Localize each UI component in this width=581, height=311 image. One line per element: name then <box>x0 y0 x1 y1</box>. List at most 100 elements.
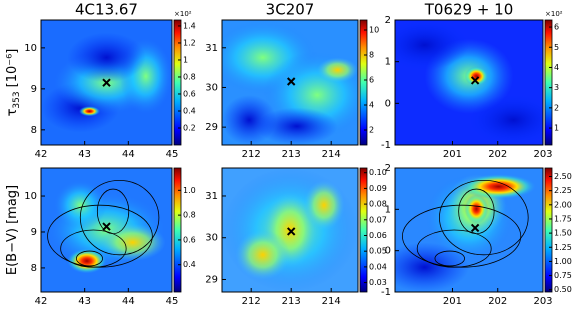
heatmap-image <box>395 20 543 145</box>
colorbar-tick-label: 5 <box>554 43 559 52</box>
y-tick-label: 8 <box>31 125 37 136</box>
x-tick-label: 42 <box>35 296 48 307</box>
panel: 201 202 203 -1 0 1 2 1 2 3 4 5 6 ×10² T0629 + 10 <box>381 1 563 161</box>
colorbar-tick-label: 4 <box>369 101 374 110</box>
y-axis-label: E(B−V) [mag] <box>5 185 20 275</box>
panel: 212 213 214 29 30 31 0.03 0.04 0.05 0.06 0.07 0.08 0… <box>205 167 387 307</box>
y-axis-label-main: τ <box>5 108 20 116</box>
position-marker <box>470 223 480 233</box>
x-tick-label: 214 <box>322 149 341 160</box>
heatmap-blob <box>54 180 107 230</box>
position-marker <box>470 76 480 85</box>
heatmap-blob <box>235 230 290 280</box>
colorbar <box>544 167 553 293</box>
panel: 201 202 203 -1 0 1 2 0.50 0.75 1.00 1.25 1.50 1.75 2.… <box>381 163 572 307</box>
contour <box>416 229 492 268</box>
colorbar-tick-label: 1.25 <box>554 243 572 252</box>
contour <box>60 229 127 268</box>
colorbar-tick-label: 1.4 <box>183 21 196 30</box>
position-marker <box>286 227 296 236</box>
plot-frame <box>394 167 544 293</box>
colorbar-offset: ×10² <box>174 10 192 18</box>
x-tick-label: 213 <box>282 149 301 160</box>
x-tick-label: 203 <box>533 149 552 160</box>
plot-frame <box>221 167 359 293</box>
colorbar-tick-label: 0.8 <box>183 72 196 81</box>
y-tick-label: -1 <box>381 287 391 298</box>
panel-title: T0629 + 10 <box>424 1 514 19</box>
colorbar-tick-label: 0.06 <box>369 231 387 240</box>
x-tick-label: 202 <box>488 149 507 160</box>
heatmap-blob <box>395 20 469 70</box>
colorbar-tick-label: 1 <box>554 124 559 133</box>
contour <box>458 188 495 235</box>
y-tick-label: 10 <box>24 43 37 54</box>
colorbar-tick-label: 0.05 <box>369 247 387 256</box>
x-tick-label: 42 <box>35 149 48 160</box>
x-tick-label: 201 <box>443 149 462 160</box>
colorbar-tick-label: 0.8 <box>183 211 196 220</box>
contour <box>96 188 130 235</box>
colorbar <box>359 167 368 293</box>
plot-frame <box>221 19 359 146</box>
y-tick-label: 2 <box>385 15 391 26</box>
colorbar <box>359 19 368 146</box>
heatmap-image <box>395 168 543 292</box>
colorbar-tick-label: 2.00 <box>554 200 572 209</box>
heatmap-blob <box>255 107 338 145</box>
heatmap-blob <box>464 66 489 87</box>
contour <box>434 250 465 267</box>
x-tick-label: 43 <box>78 296 91 307</box>
colorbar-tick-label: 3 <box>554 83 559 92</box>
colorbar-tick-label: 10 <box>369 26 379 35</box>
contour <box>79 180 160 256</box>
x-tick-label: 212 <box>242 296 261 307</box>
colorbar-tick-label: 0.75 <box>554 271 572 280</box>
x-tick-label: 212 <box>242 149 261 160</box>
colorbar-offset: ×10² <box>545 10 563 18</box>
y-tick-label: 29 <box>205 274 218 285</box>
y-tick-label: 30 <box>205 82 218 93</box>
heatmap-image <box>41 20 172 145</box>
plot-frame <box>394 19 544 146</box>
colorbar-tick-label: 0.04 <box>369 262 387 271</box>
position-marker <box>286 77 296 86</box>
heatmap-blob <box>303 180 345 230</box>
colorbar-tick-label: 2 <box>554 103 559 112</box>
colorbar-tick-label: 2.25 <box>554 186 572 195</box>
x-tick-label: 43 <box>78 149 91 160</box>
x-tick-label: 201 <box>443 296 462 307</box>
colorbar-tick-label: 1 <box>183 55 188 64</box>
y-tick-label: 31 <box>205 43 218 54</box>
x-tick-label: 44 <box>122 296 135 307</box>
colorbar-tick-label: 6 <box>369 76 374 85</box>
x-tick-label: 45 <box>166 296 179 307</box>
x-tick-label: 213 <box>282 296 301 307</box>
y-tick-label: 9 <box>31 227 37 238</box>
colorbar-tick-label: 2 <box>369 126 374 135</box>
colorbar-tick-label: 0.4 <box>183 106 196 115</box>
colorbar <box>173 167 182 293</box>
heatmap-blob <box>67 248 107 274</box>
y-tick-label: 30 <box>205 233 218 244</box>
x-tick-label: 202 <box>488 296 507 307</box>
panel-title: 4C13.67 <box>75 1 138 19</box>
colorbar-tick-label: 0.50 <box>554 285 572 294</box>
colorbar-tick-label: 0.07 <box>369 215 387 224</box>
contour <box>438 180 529 256</box>
heatmap-blob <box>461 174 536 200</box>
colorbar-tick-label: 0.08 <box>369 200 387 209</box>
colorbar-tick-label: 2.50 <box>554 172 572 181</box>
colorbar-tick-label: 0.2 <box>183 123 196 132</box>
position-marker <box>102 222 111 231</box>
y-tick-label: 8 <box>31 263 37 274</box>
y-tick-label: 1 <box>385 204 391 215</box>
y-axis-label-unit: [10⁻⁶] <box>5 49 20 88</box>
colorbar-tick-label: 1.0 <box>183 186 196 195</box>
plot-frame <box>40 167 173 293</box>
colorbar-tick-label: 6 <box>554 23 559 32</box>
position-marker <box>102 78 111 87</box>
colorbar-tick-label: 0.09 <box>369 184 387 193</box>
colorbar-tick-label: 0.6 <box>183 89 196 98</box>
heatmap-blob <box>317 57 358 83</box>
